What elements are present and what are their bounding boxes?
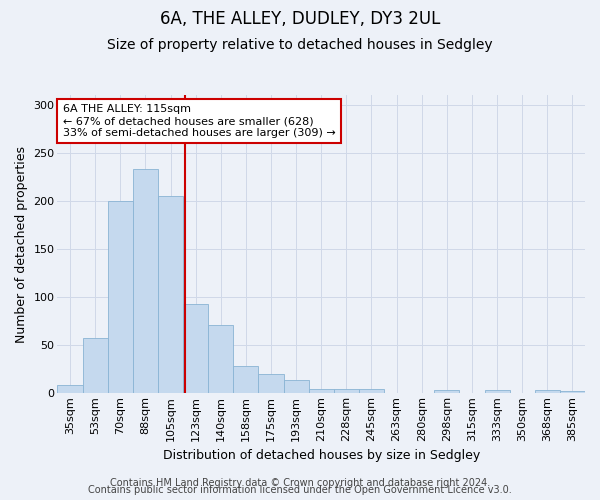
- Bar: [233, 366, 259, 394]
- Bar: [259, 374, 284, 394]
- Text: Contains public sector information licensed under the Open Government Licence v3: Contains public sector information licen…: [88, 485, 512, 495]
- Bar: [535, 390, 560, 394]
- Bar: [183, 304, 208, 394]
- Text: 6A THE ALLEY: 115sqm
← 67% of detached houses are smaller (628)
33% of semi-deta: 6A THE ALLEY: 115sqm ← 67% of detached h…: [63, 104, 335, 138]
- Bar: [485, 390, 509, 394]
- Y-axis label: Number of detached properties: Number of detached properties: [15, 146, 28, 343]
- Text: Size of property relative to detached houses in Sedgley: Size of property relative to detached ho…: [107, 38, 493, 52]
- Text: 6A, THE ALLEY, DUDLEY, DY3 2UL: 6A, THE ALLEY, DUDLEY, DY3 2UL: [160, 10, 440, 28]
- Bar: [133, 168, 158, 394]
- Bar: [434, 390, 460, 394]
- Bar: [359, 390, 384, 394]
- Bar: [334, 390, 359, 394]
- Bar: [83, 338, 108, 394]
- Bar: [308, 390, 334, 394]
- Bar: [158, 196, 183, 394]
- Bar: [284, 380, 308, 394]
- Bar: [108, 201, 133, 394]
- Bar: [208, 325, 233, 394]
- X-axis label: Distribution of detached houses by size in Sedgley: Distribution of detached houses by size …: [163, 450, 480, 462]
- Text: Contains HM Land Registry data © Crown copyright and database right 2024.: Contains HM Land Registry data © Crown c…: [110, 478, 490, 488]
- Bar: [58, 384, 83, 394]
- Bar: [560, 392, 585, 394]
